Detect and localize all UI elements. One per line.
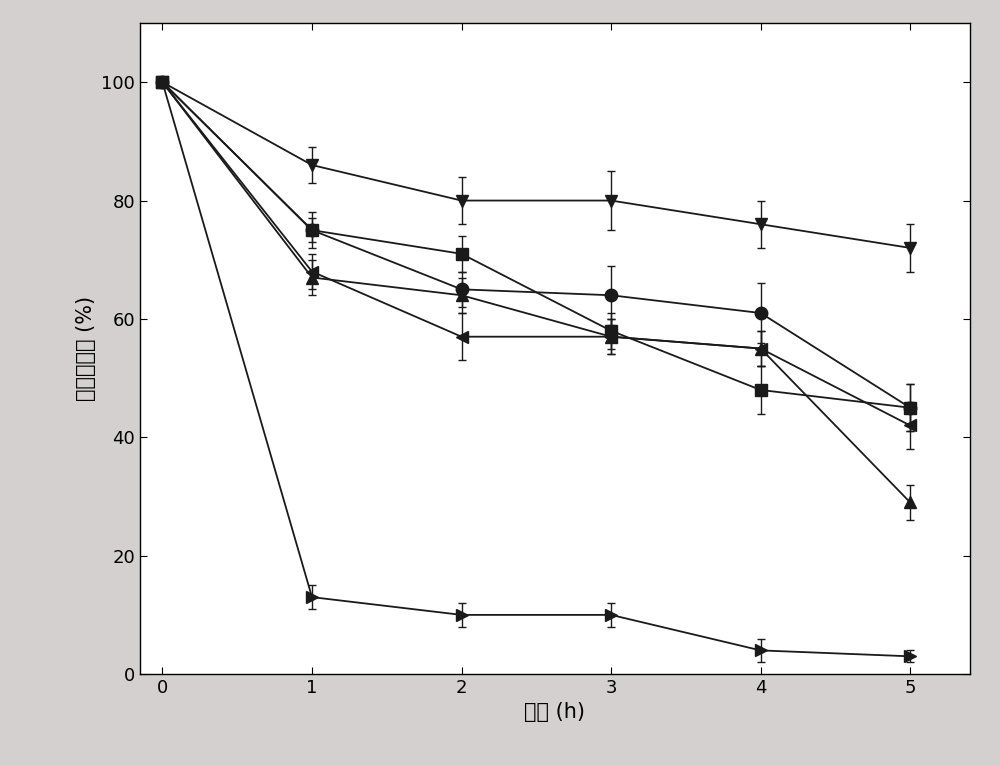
X-axis label: 时间 (h): 时间 (h): [524, 702, 586, 722]
Y-axis label: 酶活性残留 (%): 酶活性残留 (%): [76, 296, 96, 401]
